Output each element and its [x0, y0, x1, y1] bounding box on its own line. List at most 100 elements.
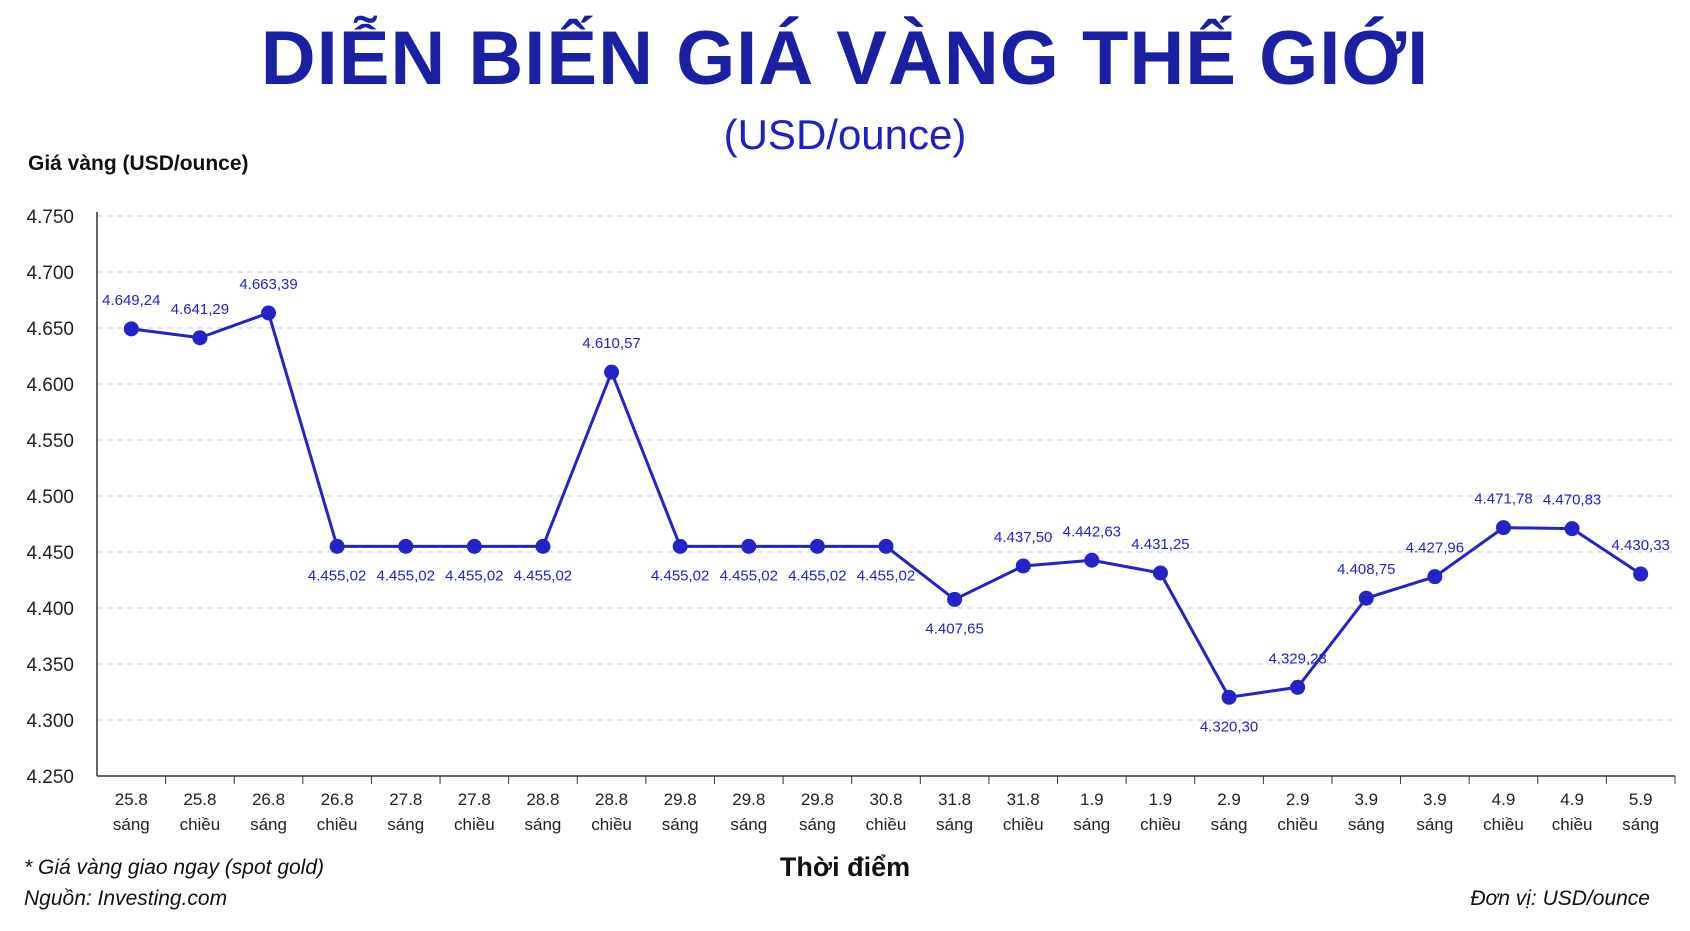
x-tick-date: 29.8: [801, 790, 834, 809]
data-points: [123, 305, 1649, 705]
y-tick-label: 4.400: [26, 599, 74, 620]
data-point: [1564, 521, 1580, 537]
x-tick-session: chiều: [180, 815, 221, 834]
data-label: 4.610,57: [582, 335, 640, 352]
data-label: 4.455,02: [308, 567, 366, 584]
x-tick-session: sáng: [1622, 815, 1659, 834]
source-note: Nguồn: Investing.com: [24, 887, 228, 910]
data-point: [1427, 569, 1443, 585]
data-label: 4.407,65: [925, 620, 983, 637]
data-label: 4.470,83: [1543, 492, 1601, 509]
data-label: 4.641,29: [171, 301, 229, 318]
x-tick-date: 30.8: [869, 790, 902, 809]
x-axis-label: Thời điểm: [779, 852, 911, 882]
chart-subtitle: (USD/ounce): [723, 111, 967, 158]
data-point: [123, 321, 139, 337]
y-tick-label: 4.650: [26, 319, 74, 340]
data-label: 4.649,24: [102, 292, 160, 309]
x-tick-date: 28.8: [595, 790, 628, 809]
x-tick-date: 25.8: [183, 790, 216, 809]
data-label: 4.455,02: [857, 567, 915, 584]
x-tick-date: 2.9: [1286, 790, 1310, 809]
data-point: [741, 538, 757, 554]
data-point: [672, 538, 688, 554]
y-tick-label: 4.500: [26, 487, 74, 508]
x-tick-date: 25.8: [115, 790, 148, 809]
data-label: 4.442,63: [1063, 523, 1121, 540]
x-tick-date: 4.9: [1560, 790, 1584, 809]
x-tick-session: sáng: [387, 815, 424, 834]
data-label: 4.329,23: [1268, 650, 1326, 667]
data-label: 4.471,78: [1474, 491, 1532, 508]
x-tick-date: 3.9: [1354, 790, 1378, 809]
x-axis-ticks: 25.8 sáng 25.8 chiều 26.8 sáng 26.8 chiều 27.8 sá…: [113, 790, 1659, 834]
x-tick-session: sáng: [1416, 815, 1453, 834]
grid-lines: [97, 215, 1675, 721]
x-tick-session: sáng: [1348, 815, 1385, 834]
data-label: 4.455,02: [720, 567, 778, 584]
x-tick-session: sáng: [730, 815, 767, 834]
data-point: [1358, 590, 1374, 606]
data-labels: 4.649,24 4.641,29 4.663,39 4.455,02 4.455,02…: [102, 276, 1670, 735]
x-tick-date: 31.8: [1007, 790, 1040, 809]
data-point: [1015, 558, 1031, 574]
data-point: [1152, 565, 1168, 581]
data-point: [1495, 520, 1511, 536]
x-tick-date: 31.8: [938, 790, 971, 809]
data-point: [398, 538, 414, 554]
x-tick-date: 26.8: [321, 790, 354, 809]
data-point: [947, 591, 963, 607]
x-tick-date: 27.8: [458, 790, 491, 809]
x-tick-session: sáng: [1073, 815, 1110, 834]
data-label: 4.408,75: [1337, 561, 1395, 578]
unit-note: Đơn vị: USD/ounce: [1470, 887, 1650, 910]
x-tick-session: sáng: [250, 815, 287, 834]
y-axis-label: Giá vàng (USD/ounce): [28, 152, 249, 175]
x-tick-date: 5.9: [1629, 790, 1653, 809]
x-tick-session: sáng: [1211, 815, 1248, 834]
x-tick-session: chiều: [1277, 815, 1318, 834]
x-tick-session: chiều: [1483, 815, 1524, 834]
data-point: [192, 330, 208, 346]
x-tick-session: sáng: [525, 815, 562, 834]
price-line: [131, 311, 1642, 699]
x-tick-session: chiều: [1003, 815, 1044, 834]
x-tick-session: sáng: [113, 815, 150, 834]
x-tick-date: 28.8: [526, 790, 559, 809]
data-label: 4.431,25: [1131, 536, 1189, 553]
data-label: 4.455,02: [445, 567, 503, 584]
x-tick-session: sáng: [799, 815, 836, 834]
y-tick-label: 4.700: [26, 263, 74, 284]
data-point: [1633, 566, 1649, 582]
data-point: [466, 538, 482, 554]
x-tick-session: chiều: [866, 815, 907, 834]
x-tick-session: chiều: [1140, 815, 1181, 834]
data-label: 4.437,50: [994, 529, 1052, 546]
data-label: 4.455,02: [651, 567, 709, 584]
x-tick-date: 4.9: [1492, 790, 1516, 809]
y-tick-label: 4.250: [26, 767, 74, 788]
x-tick-date: 2.9: [1217, 790, 1241, 809]
data-point: [535, 538, 551, 554]
data-label: 4.455,02: [514, 567, 572, 584]
axes: [96, 212, 1676, 784]
y-tick-label: 4.600: [26, 375, 74, 396]
data-point: [329, 538, 345, 554]
data-point: [1084, 552, 1100, 568]
chart-title: DIỄN BIẾN GIÁ VÀNG THẾ GIỚI: [260, 16, 1430, 101]
data-point: [1221, 689, 1237, 705]
x-tick-session: chiều: [454, 815, 495, 834]
x-tick-session: chiều: [1552, 815, 1593, 834]
x-tick-session: chiều: [317, 815, 358, 834]
x-tick-session: chiều: [591, 815, 632, 834]
data-label: 4.663,39: [239, 276, 297, 293]
x-tick-date: 26.8: [252, 790, 285, 809]
x-tick-date: 3.9: [1423, 790, 1447, 809]
footnote: * Giá vàng giao ngay (spot gold): [24, 856, 325, 879]
data-point: [878, 538, 894, 554]
series-line: [131, 311, 1642, 699]
data-point: [1290, 679, 1306, 695]
data-label: 4.320,30: [1200, 718, 1258, 735]
data-point: [809, 538, 825, 554]
x-tick-date: 29.8: [732, 790, 765, 809]
